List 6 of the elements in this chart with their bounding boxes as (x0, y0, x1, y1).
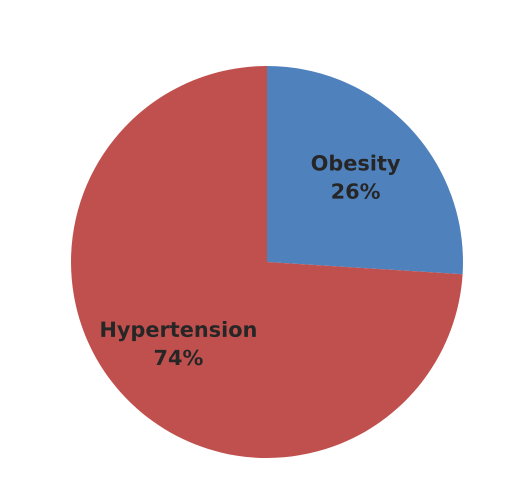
data-label: 26% (332, 183, 380, 199)
slice-label: Obesity (312, 154, 400, 175)
data-label: 74% (154, 350, 203, 366)
pie-slice (267, 66, 463, 274)
pie-slice (71, 66, 463, 458)
slice-label: Hypertension (101, 320, 256, 342)
